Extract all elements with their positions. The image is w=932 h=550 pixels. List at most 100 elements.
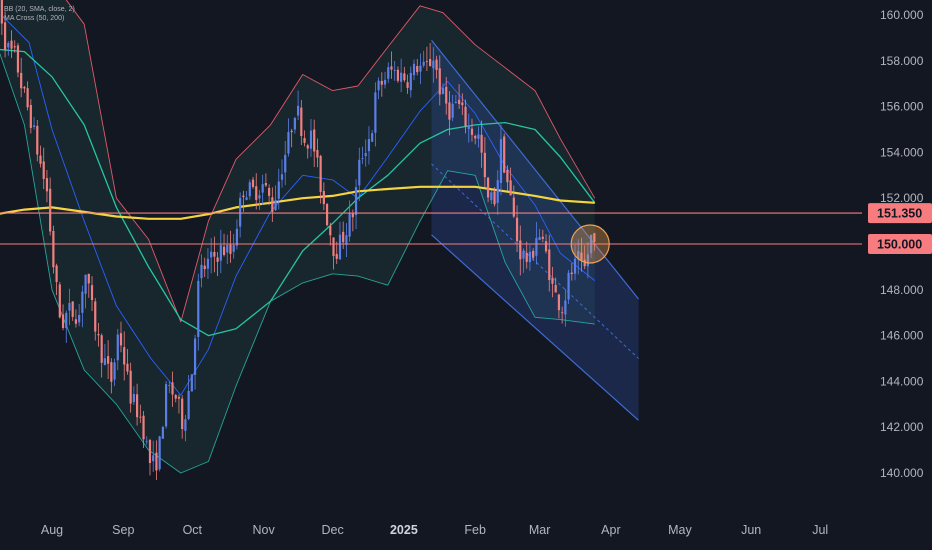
candle [55, 263, 58, 296]
indicator-legend: BB (20, SMA, close, 2) MA Cross (50, 200… [4, 5, 75, 23]
candle [94, 298, 97, 341]
x-tick-label: Feb [464, 523, 486, 537]
candle [380, 72, 383, 97]
candle [454, 94, 457, 104]
bb-upper-line [65, 0, 596, 323]
x-tick-label: Nov [252, 523, 275, 537]
candle-body [412, 63, 416, 76]
bb-indicator-label[interactable]: BB (20, SMA, close, 2) [4, 6, 75, 13]
candle [78, 304, 81, 327]
candle-body [419, 65, 422, 72]
candle [268, 184, 271, 206]
candle-body [65, 312, 68, 329]
candle-body [13, 46, 16, 48]
candle-body [496, 180, 499, 203]
candle [229, 230, 232, 263]
candle-body [325, 204, 329, 226]
candle [470, 118, 474, 142]
candle [29, 99, 32, 134]
candle [354, 179, 358, 229]
candle-body [400, 72, 403, 82]
candle-body [416, 66, 419, 73]
candle-body [155, 452, 158, 471]
candle [506, 165, 509, 191]
candle [155, 440, 158, 481]
candle [132, 386, 135, 406]
candle-body [464, 106, 467, 127]
x-tick-label: Jul [812, 523, 828, 537]
y-tick-label: 160.000 [880, 8, 924, 22]
candle-body [390, 66, 393, 70]
candlesticks[interactable] [0, 0, 596, 481]
candle-body [145, 440, 148, 442]
candle [451, 94, 454, 122]
candle [371, 130, 374, 143]
candle-body [3, 22, 7, 50]
candle-body [429, 58, 432, 67]
channel-upper-line [431, 39, 639, 300]
candle-body [535, 237, 538, 256]
candle-body [351, 213, 354, 218]
candle [10, 30, 13, 58]
candle-body [87, 273, 90, 284]
candle [161, 425, 164, 439]
candle-body [329, 225, 332, 236]
candle [100, 333, 103, 378]
candle [486, 176, 490, 203]
candle-body [573, 258, 577, 274]
candle [242, 190, 245, 212]
ma-cross-indicator-label[interactable]: MA Cross (50, 200) [4, 15, 65, 22]
candle [181, 395, 184, 439]
candle [145, 436, 148, 445]
price-axis[interactable]: 140.000 142.000 144.000 146.000 148.000 150.0… [862, 0, 932, 550]
candle [538, 228, 541, 241]
candle [541, 229, 544, 243]
candle [90, 276, 94, 311]
candle-body [74, 319, 78, 324]
horizontal-levels[interactable] [0, 212, 862, 245]
x-tick-label: Dec [321, 523, 343, 537]
candle [528, 244, 532, 271]
candle [409, 66, 412, 98]
candle-body [509, 180, 512, 196]
candle [490, 190, 493, 205]
x-tick-label: Aug [41, 523, 63, 537]
candle [152, 440, 155, 473]
y-tick-label: 154.000 [880, 145, 924, 159]
candle [509, 167, 512, 196]
candle-body [187, 390, 190, 419]
candle [277, 168, 280, 210]
candle-body [396, 69, 400, 81]
ma50-line [0, 48, 596, 337]
candle-body [200, 264, 203, 279]
candle-body [480, 134, 483, 153]
candle [325, 202, 329, 227]
time-axis[interactable]: Aug Sep Oct Nov Dec 2025 Feb Mar Apr May Jun Jul [0, 518, 932, 550]
candle-body [300, 107, 303, 136]
candle-body [544, 241, 548, 252]
candle-body [81, 291, 84, 313]
candle [361, 146, 364, 164]
candle-body [271, 197, 274, 212]
candle [474, 134, 477, 145]
candle-body [554, 285, 557, 293]
candle-body [345, 235, 348, 245]
candle [280, 159, 284, 188]
candle-body [148, 440, 152, 464]
candle-body [7, 43, 10, 48]
candle-body [119, 333, 123, 346]
candle [519, 225, 522, 276]
candle [213, 236, 216, 273]
candle [119, 321, 123, 353]
candle [480, 120, 483, 168]
candle [13, 40, 16, 53]
candle-body [406, 82, 409, 88]
candle [577, 239, 580, 275]
candle [573, 244, 577, 281]
candle-body [242, 195, 245, 198]
x-tick-label: Oct [183, 523, 203, 537]
candle [113, 358, 116, 387]
candle-body [461, 102, 464, 106]
candle [0, 0, 3, 35]
